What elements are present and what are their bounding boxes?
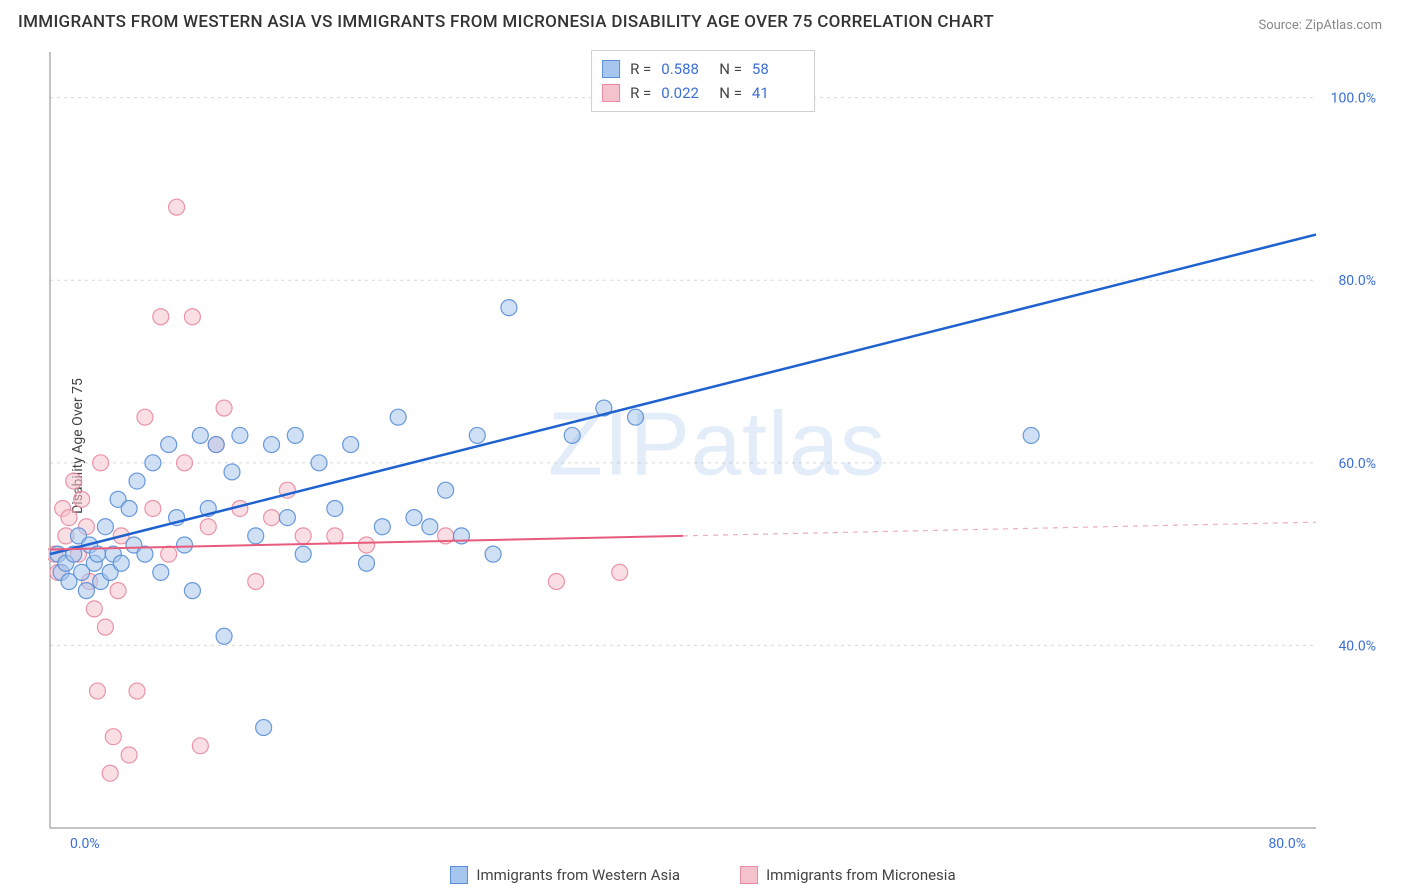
correlation-stats-box: R = 0.588 N = 58 R = 0.022 N = 41 — [591, 50, 815, 112]
stats-row-series2: R = 0.022 N = 41 — [602, 81, 800, 105]
swatch-series2 — [602, 84, 620, 102]
legend-label-series1: Immigrants from Western Asia — [476, 866, 680, 884]
stats-row-series1: R = 0.588 N = 58 — [602, 57, 800, 81]
svg-text:0.0%: 0.0% — [70, 836, 100, 852]
n-label: N = — [719, 81, 742, 105]
svg-text:40.0%: 40.0% — [1338, 638, 1376, 654]
chart-title: IMMIGRANTS FROM WESTERN ASIA VS IMMIGRAN… — [18, 12, 994, 32]
chart-area: ZIPatlas 40.0%60.0%80.0%100.0%0.0%80.0% — [48, 46, 1386, 854]
r-value-series1: 0.588 — [661, 57, 709, 81]
svg-text:80.0%: 80.0% — [1268, 836, 1306, 852]
n-value-series2: 41 — [752, 81, 800, 105]
n-value-series1: 58 — [752, 57, 800, 81]
swatch-series1 — [450, 866, 468, 884]
bottom-legend: Immigrants from Western Asia Immigrants … — [0, 866, 1406, 884]
r-label: R = — [630, 81, 651, 105]
svg-text:100.0%: 100.0% — [1331, 91, 1376, 107]
svg-text:60.0%: 60.0% — [1338, 456, 1376, 472]
legend-item-series1: Immigrants from Western Asia — [450, 866, 680, 884]
source-attribution: Source: ZipAtlas.com — [1258, 18, 1382, 33]
r-value-series2: 0.022 — [661, 81, 709, 105]
swatch-series1 — [602, 60, 620, 78]
swatch-series2 — [740, 866, 758, 884]
n-label: N = — [719, 57, 742, 81]
legend-item-series2: Immigrants from Micronesia — [740, 866, 956, 884]
r-label: R = — [630, 57, 651, 81]
scatter-chart: 40.0% 60.0% 80.0% 100.0% 0.0% 80.0% — [48, 46, 1386, 854]
legend-label-series2: Immigrants from Micronesia — [766, 866, 956, 884]
svg-text:80.0%: 80.0% — [1338, 273, 1376, 289]
